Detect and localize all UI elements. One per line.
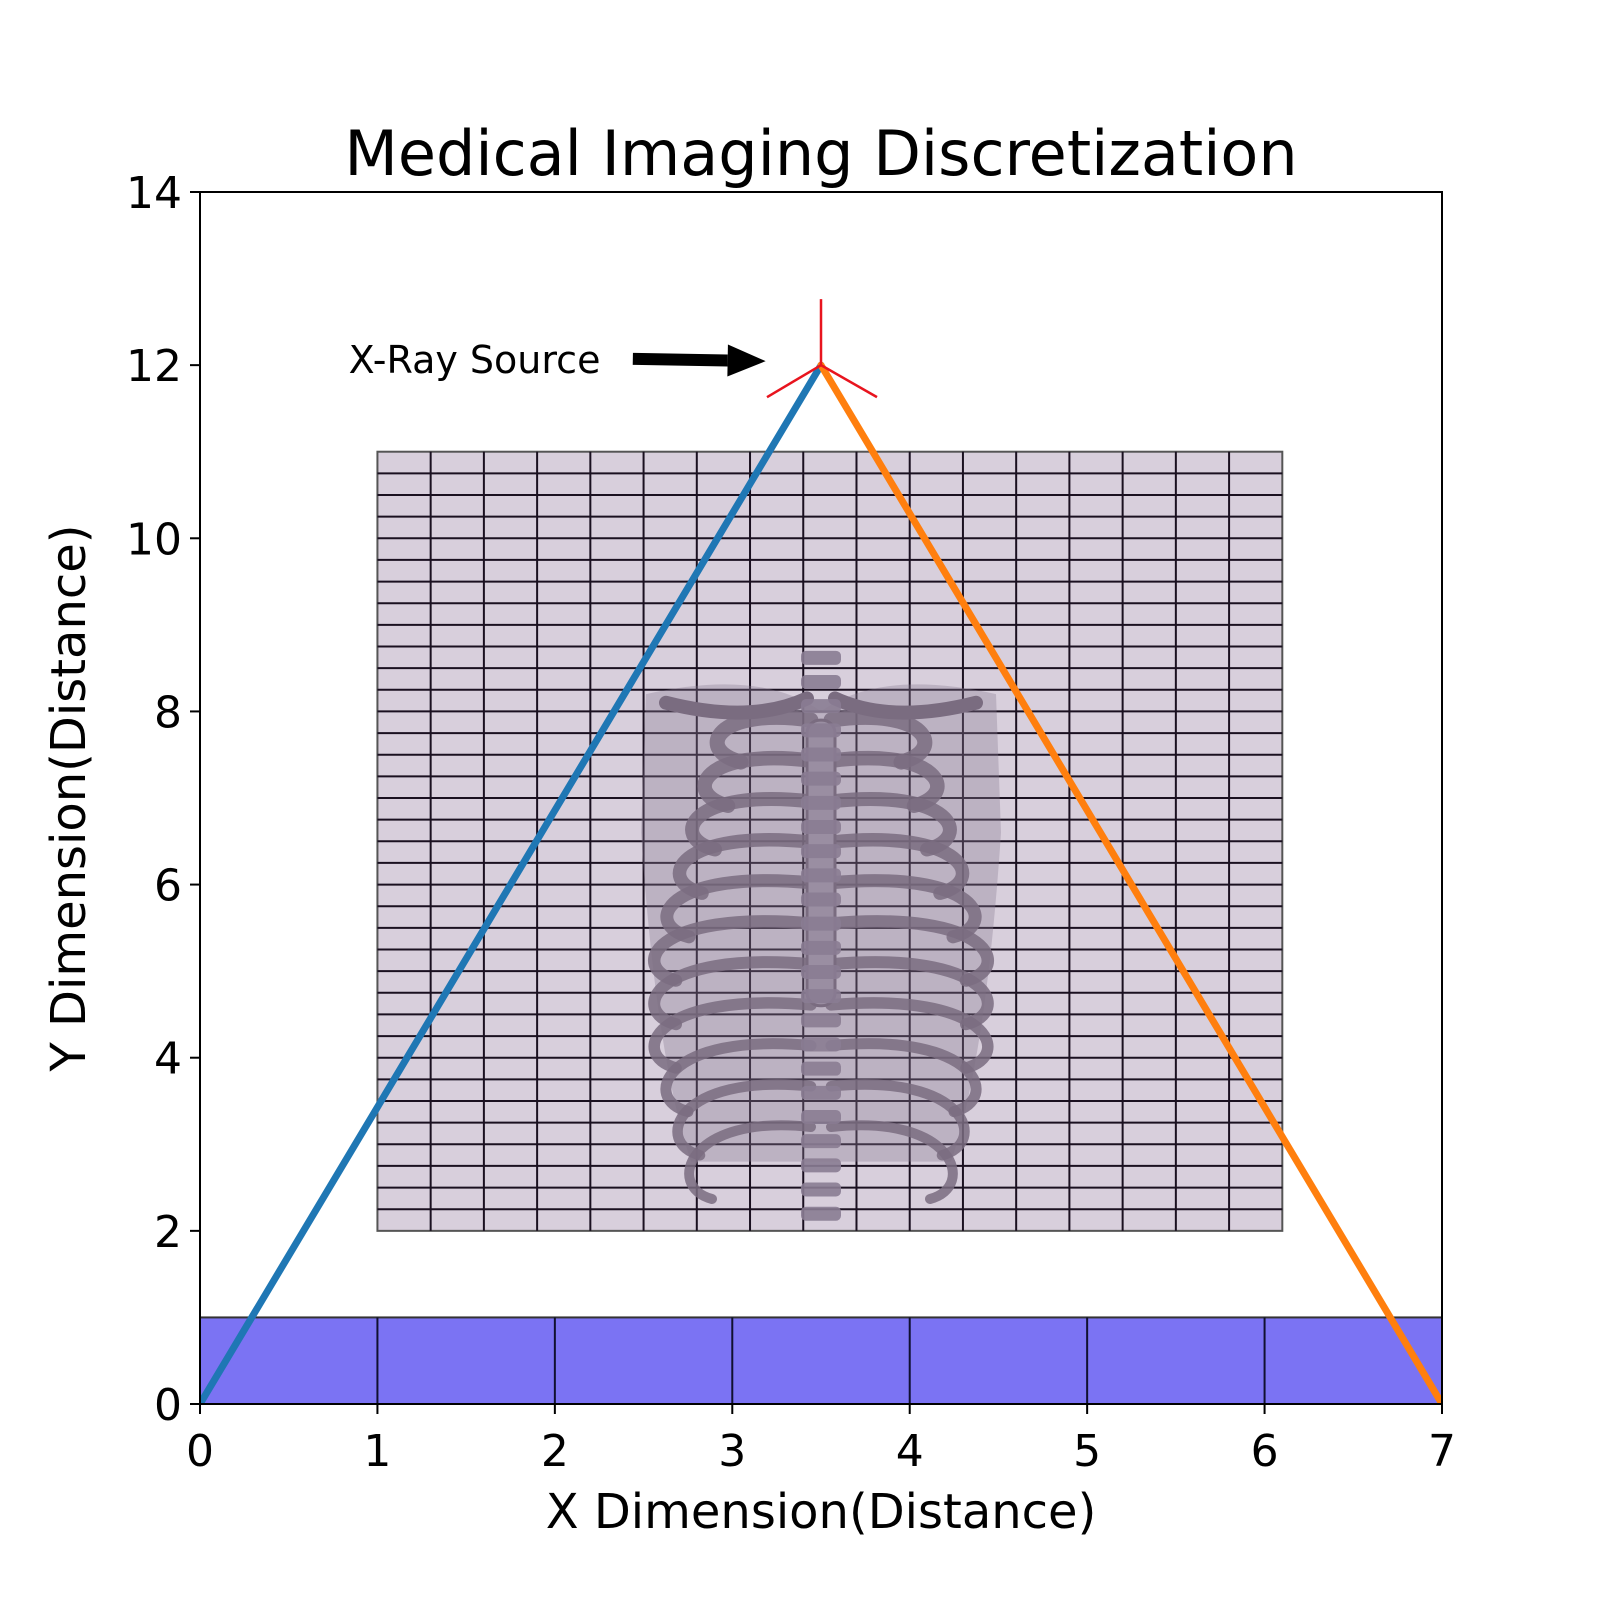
ray-line-right-ray — [817, 361, 1442, 1404]
y-tick-label: 2 — [154, 1207, 182, 1258]
vertebra — [801, 771, 841, 786]
y-tick-label: 6 — [154, 861, 182, 912]
annotation-arrow-shaft — [632, 352, 728, 367]
ray-lines — [200, 361, 1442, 1404]
vertebra — [801, 868, 841, 883]
x-tick-label: 2 — [541, 1426, 569, 1477]
y-axis-label: Y Dimension(Distance) — [41, 524, 97, 1072]
rib-right — [823, 750, 945, 814]
vertebra — [801, 1061, 841, 1076]
rib-right — [825, 997, 994, 1074]
vertebra — [801, 965, 841, 980]
ray-line-left-ray — [200, 361, 825, 1404]
x-axis-label: X Dimension(Distance) — [546, 1484, 1097, 1540]
y-tick-label: 14 — [126, 168, 182, 219]
plot-area — [200, 299, 1442, 1404]
vertebra — [801, 989, 841, 1004]
y-tick-label: 12 — [126, 341, 182, 392]
rib-left — [709, 709, 819, 770]
vertebra — [801, 1013, 841, 1028]
chart-title: Medical Imaging Discretization — [344, 117, 1297, 190]
vertebra — [801, 820, 841, 835]
vertebra — [801, 1110, 841, 1125]
y-tick-label: 10 — [126, 514, 182, 565]
rib-right — [824, 915, 994, 987]
vertebra — [801, 650, 841, 665]
plot-frame — [199, 191, 1443, 1405]
vertebra — [801, 723, 841, 738]
rib-left — [697, 750, 819, 814]
vertebra — [801, 1037, 841, 1052]
vertebra — [801, 699, 841, 714]
x-tick-label: 4 — [896, 1426, 924, 1477]
vertebra — [801, 940, 841, 955]
rib-left — [648, 915, 818, 987]
rib-right — [823, 709, 933, 770]
x-tick-label: 5 — [1073, 1426, 1101, 1477]
clavicle-right — [828, 691, 983, 720]
annotation-arrow-head — [727, 344, 766, 377]
object-grid — [376, 450, 1284, 1232]
vertebra — [801, 1158, 841, 1173]
rib-left — [648, 997, 817, 1074]
vertebra — [801, 1085, 841, 1100]
vertebra — [801, 1182, 841, 1197]
clavicle-left — [659, 691, 814, 720]
vertebra — [801, 844, 841, 859]
y-tick-label: 4 — [154, 1034, 182, 1085]
rib-left — [684, 1120, 816, 1204]
x-axis-ticks: 0 1 2 3 4 5 6 7 — [186, 1404, 1456, 1477]
rib-right — [826, 1120, 958, 1204]
xray-source-marker — [766, 299, 878, 399]
rib-left — [660, 1038, 817, 1118]
vertebra — [801, 1206, 841, 1221]
x-tick-label: 3 — [718, 1426, 746, 1477]
rib-right — [825, 1079, 970, 1161]
y-tick-label: 0 — [154, 1380, 182, 1431]
vertebra — [801, 1134, 841, 1149]
source-marker-arm — [820, 364, 878, 399]
vertebra — [801, 892, 841, 907]
annotations: X-Ray Source — [349, 338, 766, 382]
vertebra — [801, 674, 841, 689]
annotation-text: X-Ray Source — [349, 338, 601, 382]
source-marker-arm — [766, 364, 822, 399]
x-tick-label: 6 — [1251, 1426, 1279, 1477]
x-tick-label: 1 — [363, 1426, 391, 1477]
rib-left — [672, 1079, 817, 1161]
vertebra — [801, 747, 841, 762]
rib-left — [648, 956, 817, 1031]
vertebra — [801, 795, 841, 810]
vertebra — [801, 916, 841, 931]
sternum — [805, 718, 837, 1008]
rib-right — [825, 956, 994, 1031]
detector-background — [200, 1316, 1442, 1404]
rib-right — [825, 1038, 982, 1118]
x-tick-label: 0 — [186, 1426, 214, 1477]
x-tick-label: 7 — [1428, 1426, 1456, 1477]
ribcage-image — [641, 650, 1001, 1221]
y-axis-ticks: 0 2 4 6 8 10 12 14 — [126, 168, 200, 1431]
detector-array — [200, 1316, 1442, 1404]
y-tick-label: 8 — [154, 687, 182, 738]
